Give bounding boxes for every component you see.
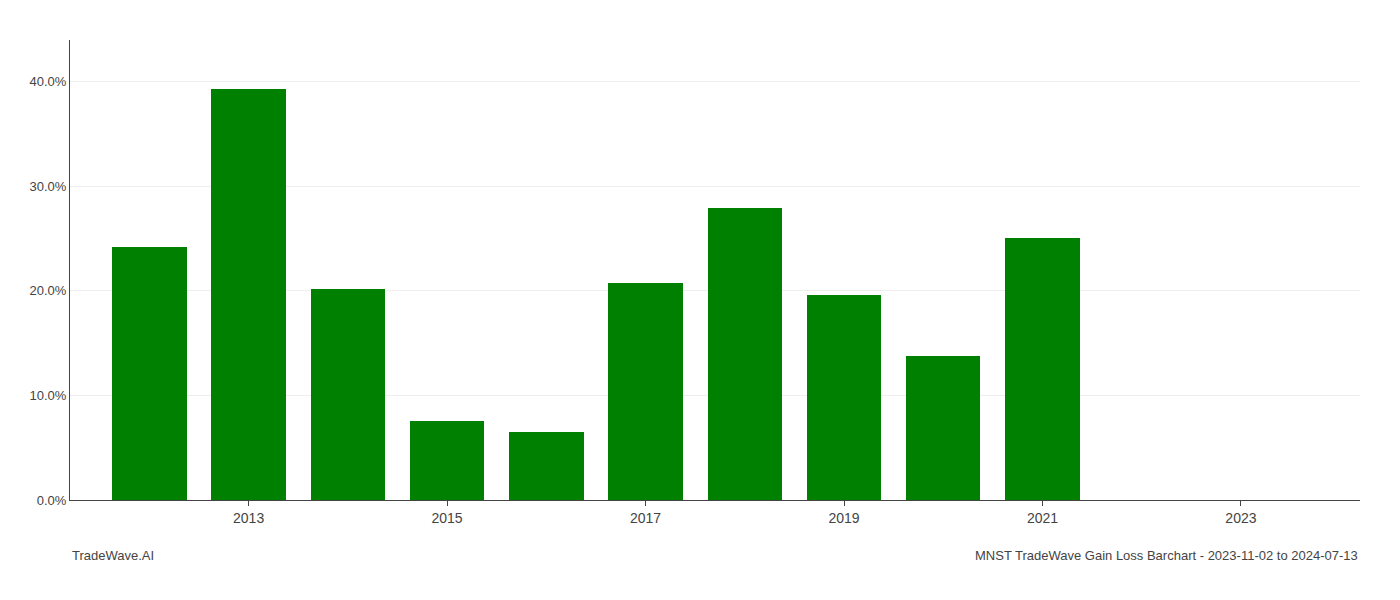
- svg-text:10.0%: 10.0%: [30, 388, 67, 403]
- svg-text:MNST TradeWave Gain Loss Barch: MNST TradeWave Gain Loss Barchart - 2023…: [975, 548, 1358, 563]
- svg-text:TradeWave.AI: TradeWave.AI: [72, 548, 154, 563]
- svg-text:0.0%: 0.0%: [37, 493, 67, 508]
- svg-text:40.0%: 40.0%: [30, 74, 67, 89]
- svg-text:2023: 2023: [1225, 510, 1256, 526]
- svg-text:30.0%: 30.0%: [30, 179, 67, 194]
- svg-text:2013: 2013: [233, 510, 264, 526]
- svg-text:2019: 2019: [828, 510, 859, 526]
- svg-text:2015: 2015: [432, 510, 463, 526]
- svg-text:20.0%: 20.0%: [30, 283, 67, 298]
- svg-text:2021: 2021: [1027, 510, 1058, 526]
- svg-text:2017: 2017: [630, 510, 661, 526]
